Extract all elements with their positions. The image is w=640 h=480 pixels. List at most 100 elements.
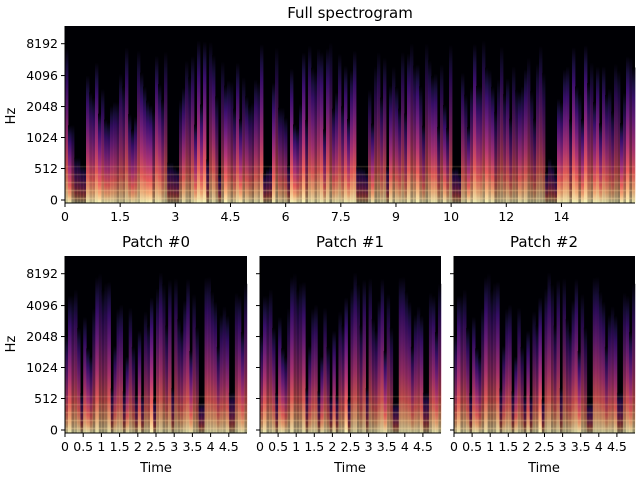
spectral-column	[338, 311, 342, 433]
spectral-column	[467, 127, 471, 203]
spectral-column	[437, 283, 442, 433]
y-ticks: 0 512 1024 2048 4096 8192	[26, 266, 65, 437]
spectral-column	[490, 290, 494, 433]
spectral-column	[182, 88, 186, 203]
spectral-column	[554, 173, 558, 203]
spectral-column	[119, 304, 124, 433]
spectral-column	[209, 41, 213, 204]
spectral-column	[607, 314, 612, 433]
harmonic-band	[65, 165, 635, 168]
spectral-column	[191, 56, 195, 203]
x-tick-label: 4.5	[607, 439, 627, 454]
spectral-column	[287, 164, 291, 203]
spectral-column	[113, 101, 117, 203]
spectral-column	[437, 126, 441, 203]
x-ticks: 0 0.5 1 1.5 2 2.5 3 3.5 4 4.5	[61, 256, 247, 454]
spectral-column	[68, 125, 72, 203]
spectral-column	[168, 279, 172, 433]
x-tick-label: 4	[401, 439, 409, 454]
spectral-column	[425, 43, 429, 203]
x-tick-label: 0	[256, 439, 264, 454]
spectral-column	[323, 129, 327, 203]
spectral-column	[383, 57, 387, 203]
x-tick-label: 4.5	[413, 439, 433, 454]
x-tick-label: 2	[328, 439, 336, 454]
spectral-column	[383, 350, 388, 433]
spectral-column	[125, 47, 129, 203]
spectral-column	[550, 284, 554, 433]
spectral-column	[293, 273, 297, 433]
spectral-column	[200, 104, 204, 203]
x-axis-label: Time	[527, 461, 560, 476]
spectral-column	[622, 292, 627, 433]
spectral-column	[174, 278, 178, 433]
spectral-column	[520, 346, 524, 433]
spectral-column	[562, 278, 567, 433]
spectral-column	[593, 102, 597, 203]
spectral-column	[551, 163, 555, 203]
spectral-column	[237, 295, 242, 433]
x-tick-label: 2.5	[146, 439, 166, 454]
spectral-column	[595, 276, 600, 433]
spectral-column	[236, 62, 240, 203]
spectral-column	[359, 325, 363, 433]
spectral-column	[374, 66, 378, 204]
spectral-column	[623, 92, 627, 203]
spectral-column	[71, 124, 75, 203]
spectral-column	[356, 284, 360, 433]
spectral-column	[116, 101, 120, 203]
spectral-column	[524, 69, 528, 203]
spectral-column	[137, 330, 142, 433]
spectral-column	[506, 78, 510, 203]
spectral-column	[77, 157, 81, 203]
spectral-column	[101, 88, 105, 203]
spectral-column	[395, 87, 399, 203]
spectral-column	[104, 282, 108, 433]
spectral-column	[610, 306, 615, 433]
spectral-column	[198, 402, 202, 433]
spectral-column	[122, 86, 126, 203]
x-tick-label: 10	[443, 209, 459, 224]
spectral-column	[572, 47, 576, 204]
spectral-column	[574, 278, 579, 433]
spectral-column	[260, 44, 264, 203]
spectral-column	[496, 281, 500, 433]
spectral-columns	[65, 272, 248, 433]
spectral-column	[359, 166, 363, 203]
spectral-column	[401, 52, 405, 203]
x-tick-label: 1	[97, 439, 105, 454]
spectral-column	[299, 103, 303, 203]
spectral-column	[204, 277, 208, 433]
x-axis-label: Time	[333, 461, 366, 476]
x-tick-label: 4.5	[219, 439, 239, 454]
spectral-column	[128, 114, 132, 203]
spectral-column	[472, 316, 476, 433]
spectral-column	[287, 308, 291, 433]
spectral-column	[215, 96, 219, 203]
spectral-column	[410, 346, 415, 433]
spectral-column	[413, 314, 418, 433]
spectral-column	[452, 168, 456, 203]
x-tick-label: 3	[365, 439, 373, 454]
spectral-column	[222, 306, 227, 433]
spectral-column	[329, 42, 333, 204]
spectral-column	[158, 84, 162, 203]
spectral-column	[152, 399, 157, 433]
spectral-column	[629, 57, 633, 203]
spectral-column	[326, 48, 330, 204]
spectral-column	[140, 395, 145, 433]
spectral-column	[592, 277, 597, 433]
spectral-column	[119, 73, 123, 203]
spectral-column	[604, 346, 609, 433]
spectral-column	[329, 395, 333, 433]
harmonic-band	[65, 419, 247, 422]
spectral-column	[281, 348, 285, 433]
x-tick-label: 2	[134, 439, 142, 454]
spectral-column	[413, 65, 417, 203]
spectral-column	[167, 162, 171, 203]
spectral-column	[464, 94, 468, 203]
spectral-column	[560, 102, 564, 203]
spectral-column	[171, 388, 175, 433]
spectral-column	[95, 62, 99, 203]
spectral-column	[272, 327, 276, 433]
